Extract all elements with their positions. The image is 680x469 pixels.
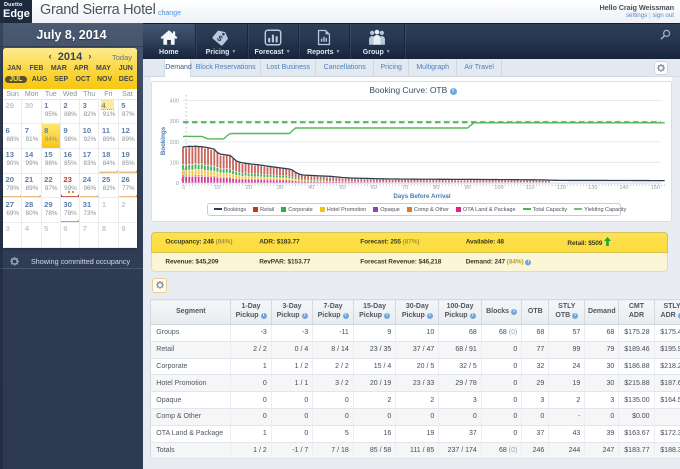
svg-text:90: 90 bbox=[464, 185, 470, 191]
svg-text:100: 100 bbox=[169, 160, 178, 166]
svg-text:120: 120 bbox=[556, 185, 565, 191]
svg-text:100: 100 bbox=[494, 185, 503, 191]
svg-text:300: 300 bbox=[169, 119, 178, 125]
svg-text:80: 80 bbox=[433, 185, 439, 191]
svg-text:Days Before Arrival: Days Before Arrival bbox=[393, 193, 450, 200]
svg-text:40: 40 bbox=[308, 185, 314, 191]
svg-text:0: 0 bbox=[175, 181, 178, 187]
svg-text:20: 20 bbox=[245, 185, 251, 191]
svg-text:-1: -1 bbox=[180, 185, 185, 191]
svg-text:50: 50 bbox=[339, 185, 345, 191]
svg-text:140: 140 bbox=[619, 185, 628, 191]
svg-text:Bookings: Bookings bbox=[160, 126, 167, 155]
svg-text:60: 60 bbox=[370, 185, 376, 191]
svg-text:30: 30 bbox=[276, 185, 282, 191]
svg-text:$: $ bbox=[215, 33, 225, 43]
svg-text:Today: Today bbox=[181, 167, 187, 181]
svg-text:110: 110 bbox=[525, 185, 534, 191]
svg-text:400: 400 bbox=[169, 98, 178, 104]
svg-text:130: 130 bbox=[588, 185, 597, 191]
svg-text:200: 200 bbox=[169, 139, 178, 145]
svg-text:10: 10 bbox=[214, 185, 220, 191]
svg-text:150: 150 bbox=[650, 185, 659, 191]
svg-text:70: 70 bbox=[401, 185, 407, 191]
